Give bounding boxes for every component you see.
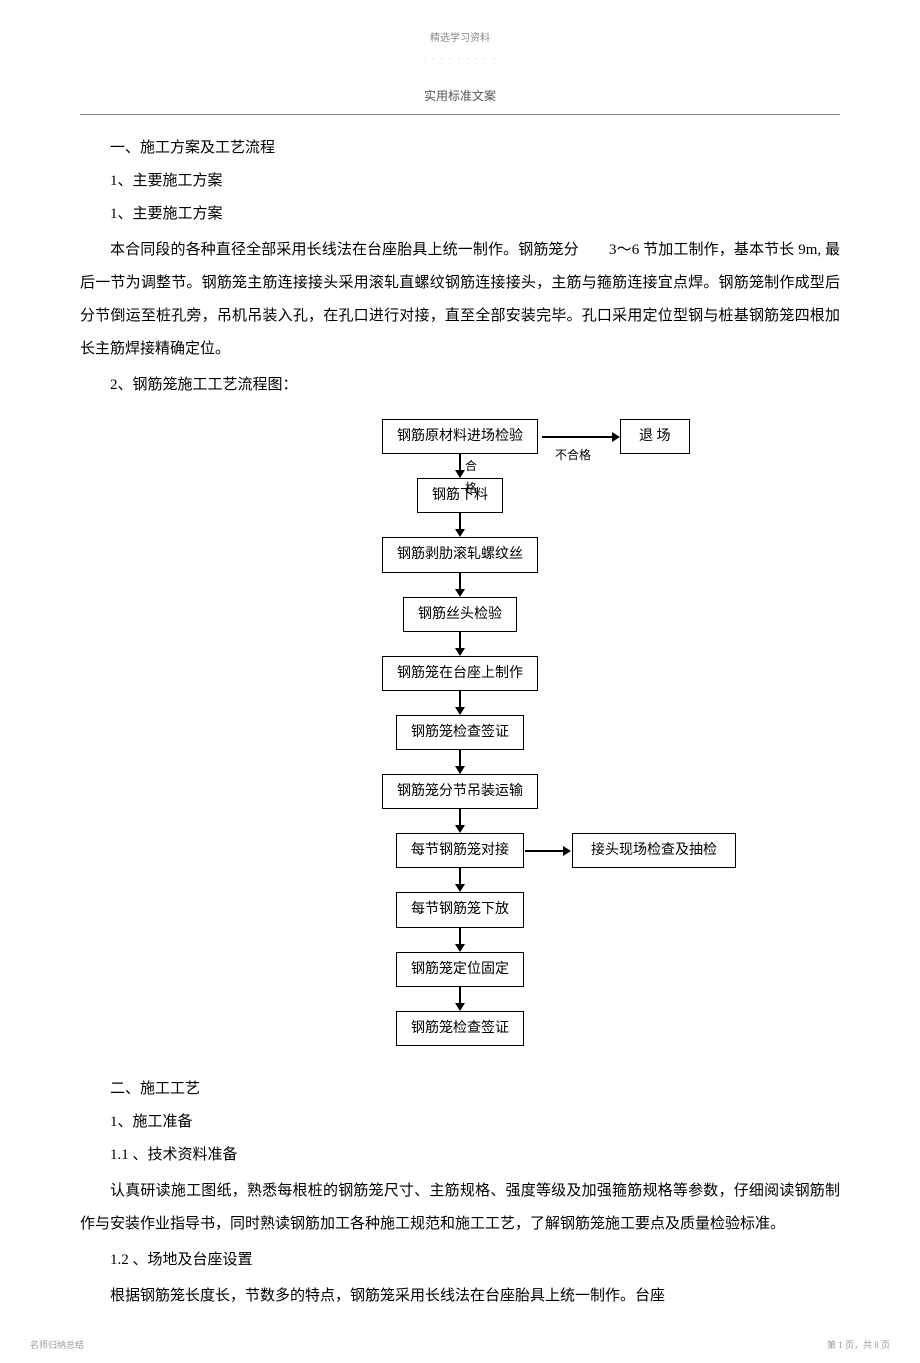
arrow-line — [459, 632, 461, 648]
flow-node-cut: 钢筋下料 — [417, 478, 503, 513]
connector — [455, 928, 465, 952]
arrow-to-sitecheck — [525, 846, 571, 856]
arrow-head — [455, 1003, 465, 1011]
connector — [455, 809, 465, 833]
arrow-line — [525, 850, 563, 852]
section2-para11: 认真研读施工图纸，熟悉每根桩的钢筋笼尺寸、主筋规格、强度等级及加强箍筋规格等参数… — [80, 1175, 840, 1241]
arrow-head — [455, 529, 465, 537]
arrow-head — [455, 648, 465, 656]
connector — [455, 632, 465, 656]
arrow-line — [459, 454, 461, 470]
flow-node-fabricate: 钢筋笼在台座上制作 — [382, 656, 538, 691]
flow-node-lower: 每节钢筋笼下放 — [396, 892, 524, 927]
footer-right: 第 1 页，共 8 页 — [827, 1337, 890, 1353]
arrow-head — [455, 944, 465, 952]
arrow-line — [459, 691, 461, 707]
section1-sub1: 1、主要施工方案 — [80, 168, 840, 195]
flowchart: 钢筋原材料进场检验 退 场 不合格 合格 钢筋下料 钢筋剥肋滚轧螺纹丝 钢筋丝头… — [80, 419, 840, 1046]
page-container: 精选学习资料 - - - - - - - - - 实用标准文案 一、施工方案及工… — [0, 0, 920, 1337]
flow-node-lift: 钢筋笼分节吊装运输 — [382, 774, 538, 809]
flow-node-thread: 钢筋剥肋滚轧螺纹丝 — [382, 537, 538, 572]
footer-left: 名师归纳总结 — [30, 1337, 84, 1353]
arrow-head — [612, 432, 620, 442]
flow-node-sitecheck: 接头现场检查及抽检 — [572, 833, 736, 868]
arrow-head — [455, 707, 465, 715]
flow-node-fix: 钢筋笼定位固定 — [396, 952, 524, 987]
arrow-line — [459, 809, 461, 825]
connector — [455, 987, 465, 1011]
arrow-line — [459, 573, 461, 589]
arrow-head — [455, 589, 465, 597]
flow-node-check2: 钢筋笼检查签证 — [396, 1011, 524, 1046]
section2-para12: 根据钢筋笼长度长，节数多的特点，钢筋笼采用长线法在台座胎具上统一制作。台座 — [80, 1280, 840, 1313]
arrow-line — [459, 750, 461, 766]
pass-label: 合格 — [465, 456, 477, 499]
section2-sub11: 1.1 、技术资料准备 — [80, 1142, 840, 1169]
arrow-line — [459, 513, 461, 529]
section2-sub1: 1、施工准备 — [80, 1109, 840, 1136]
flow-node-inspection: 钢筋原材料进场检验 — [382, 419, 538, 454]
connector — [455, 750, 465, 774]
section1-para1: 本合同段的各种直径全部采用长线法在台座胎具上统一制作。钢筋笼分 3～6 节加工制… — [80, 234, 840, 366]
arrow-line — [542, 436, 612, 438]
connector — [455, 691, 465, 715]
flow-node-joint: 每节钢筋笼对接 — [396, 833, 524, 868]
arrow-line — [459, 928, 461, 944]
flow-node-head-inspect: 钢筋丝头检验 — [403, 597, 517, 632]
page-footer: 名师归纳总结 第 1 页，共 8 页 — [0, 1337, 920, 1363]
section2-sub12: 1.2 、场地及台座设置 — [80, 1247, 840, 1274]
connector — [455, 573, 465, 597]
top-header: 精选学习资料 — [80, 30, 840, 48]
section1-title: 一、施工方案及工艺流程 — [80, 135, 840, 162]
connector — [455, 868, 465, 892]
arrow-head — [455, 766, 465, 774]
arrow-line — [459, 987, 461, 1003]
flow-row-1: 钢筋原材料进场检验 退 场 不合格 — [80, 419, 840, 454]
section1-sub1-repeat: 1、主要施工方案 — [80, 201, 840, 228]
flow-node-reject: 退 场 — [620, 419, 690, 454]
arrow-head — [455, 470, 465, 478]
section2-title: 二、施工工艺 — [80, 1076, 840, 1103]
arrow-line — [459, 868, 461, 884]
arrow-head — [455, 825, 465, 833]
flow-row-joint: 每节钢筋笼对接 接头现场检查及抽检 — [80, 833, 840, 868]
arrow-to-reject — [542, 432, 620, 442]
top-dots: - - - - - - - - - — [80, 52, 840, 66]
sub-header: 实用标准文案 — [80, 86, 840, 115]
section1-sub2: 2、钢筋笼施工工艺流程图： — [80, 372, 840, 399]
arrow-head — [455, 884, 465, 892]
flow-node-check1: 钢筋笼检查签证 — [396, 715, 524, 750]
connector — [455, 513, 465, 537]
connector: 合格 — [455, 454, 465, 478]
fail-label: 不合格 — [555, 445, 591, 467]
arrow-head — [563, 846, 571, 856]
